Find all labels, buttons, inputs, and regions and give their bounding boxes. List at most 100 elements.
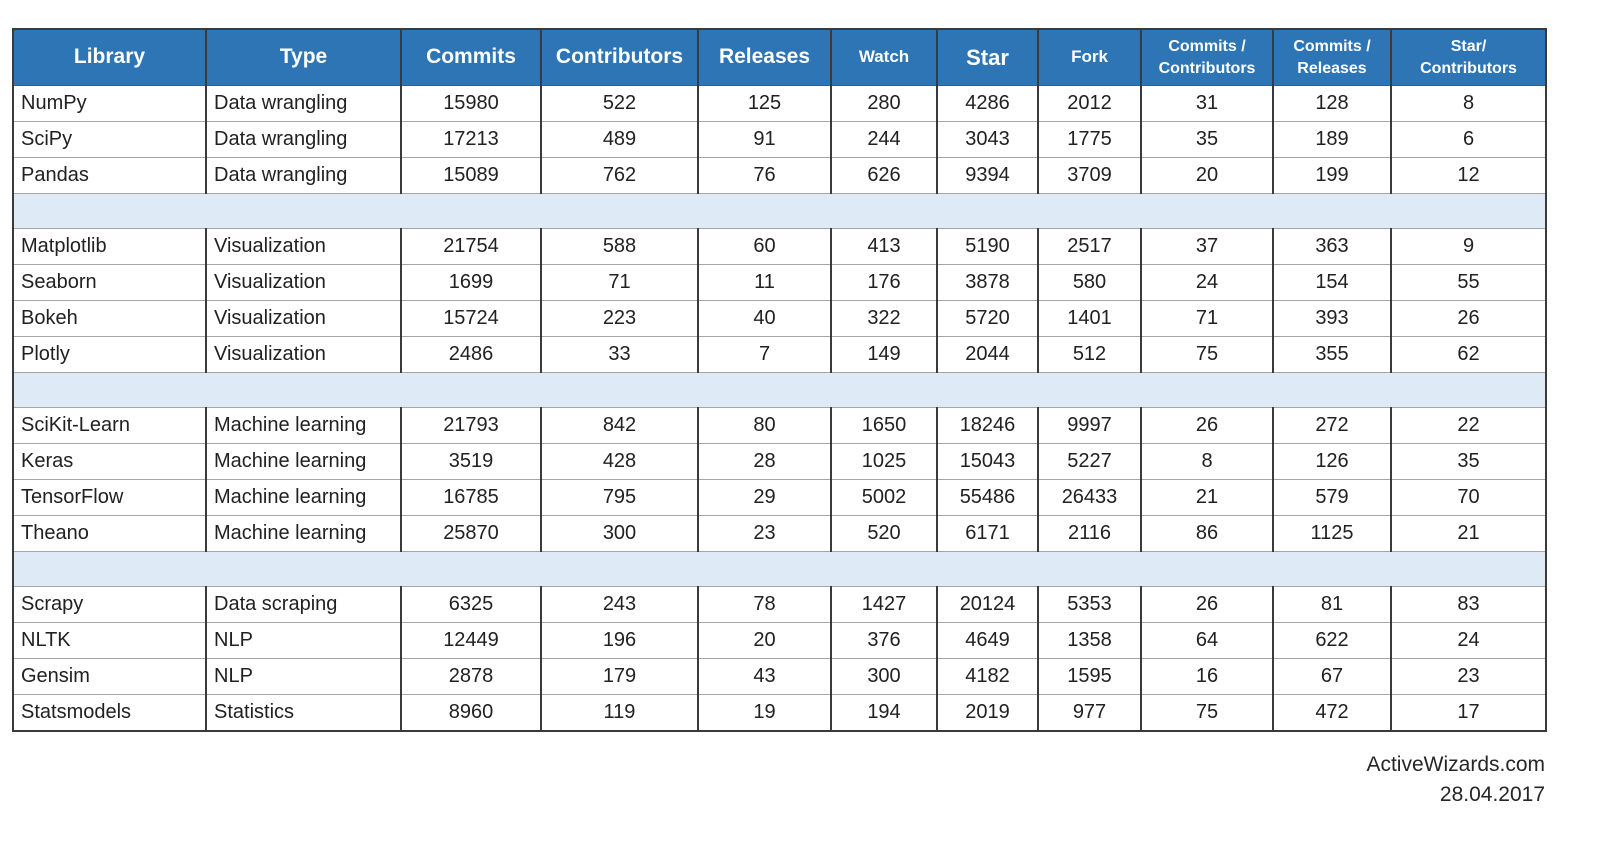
cell-contributors: 71: [540, 264, 698, 301]
cell-type: Visualization: [205, 336, 401, 373]
column-header-star: Star: [936, 29, 1038, 86]
cell-commits-per-contributors: 8: [1140, 443, 1273, 480]
cell-commits-per-contributors: 35: [1140, 121, 1273, 158]
cell-commits-per-contributors: 21: [1140, 479, 1273, 516]
cell-contributors: 179: [540, 658, 698, 695]
cell-type: Visualization: [205, 300, 401, 337]
cell-commits-per-releases: 128: [1272, 85, 1391, 122]
column-header-type: Type: [205, 29, 401, 86]
cell-fork: 9997: [1037, 407, 1141, 444]
column-header-commits: Commits: [400, 29, 541, 86]
cell-commits-per-releases: 579: [1272, 479, 1391, 516]
cell-star-per-contributors: 26: [1390, 300, 1546, 337]
cell-type: Visualization: [205, 228, 401, 265]
cell-releases: 7: [697, 336, 831, 373]
cell-releases: 125: [697, 85, 831, 122]
cell-type: NLP: [205, 658, 401, 695]
cell-contributors: 119: [540, 694, 698, 731]
cell-star: 18246: [936, 407, 1038, 444]
column-header-star-per-contributors: Star/ Contributors: [1390, 29, 1546, 86]
cell-star-per-contributors: 24: [1390, 622, 1546, 659]
cell-watch: 280: [830, 85, 937, 122]
cell-releases: 91: [697, 121, 831, 158]
cell-fork: 1401: [1037, 300, 1141, 337]
cell-commits-per-contributors: 71: [1140, 300, 1273, 337]
cell-type: Data wrangling: [205, 157, 401, 194]
cell-library: Bokeh: [13, 300, 206, 337]
cell-commits: 21754: [400, 228, 541, 265]
cell-commits: 15089: [400, 157, 541, 194]
cell-contributors: 842: [540, 407, 698, 444]
cell-commits: 2878: [400, 658, 541, 695]
cell-contributors: 588: [540, 228, 698, 265]
table-row: SciKit-Learn Machine learning 21793 842 80 16…: [13, 407, 1546, 444]
cell-star-per-contributors: 35: [1390, 443, 1546, 480]
column-header-contributors: Contributors: [540, 29, 698, 86]
cell-commits-per-releases: 67: [1272, 658, 1391, 695]
cell-library: Keras: [13, 443, 206, 480]
cell-star-per-contributors: 70: [1390, 479, 1546, 516]
section-spacer-cell: [13, 372, 1546, 408]
cell-releases: 78: [697, 586, 831, 623]
cell-library: Theano: [13, 515, 206, 552]
cell-library: Pandas: [13, 157, 206, 194]
cell-fork: 977: [1037, 694, 1141, 731]
cell-commits: 3519: [400, 443, 541, 480]
cell-commits: 8960: [400, 694, 541, 731]
cell-fork: 5227: [1037, 443, 1141, 480]
cell-type: Machine learning: [205, 407, 401, 444]
cell-watch: 322: [830, 300, 937, 337]
table-row: Matplotlib Visualization 21754 588 60 413 5190…: [13, 228, 1546, 265]
cell-contributors: 489: [540, 121, 698, 158]
cell-watch: 376: [830, 622, 937, 659]
cell-fork: 3709: [1037, 157, 1141, 194]
column-header-library: Library: [13, 29, 206, 86]
cell-fork: 1595: [1037, 658, 1141, 695]
cell-commits: 12449: [400, 622, 541, 659]
table-row: Seaborn Visualization 1699 71 11 176 3878 580 24…: [13, 264, 1546, 301]
cell-type: Data wrangling: [205, 85, 401, 122]
column-header-watch: Watch: [830, 29, 937, 86]
cell-releases: 28: [697, 443, 831, 480]
table-row: Theano Machine learning 25870 300 23 520 6171 2…: [13, 515, 1546, 552]
cell-type: Machine learning: [205, 515, 401, 552]
cell-fork: 2012: [1037, 85, 1141, 122]
cell-contributors: 522: [540, 85, 698, 122]
cell-commits-per-contributors: 75: [1140, 694, 1273, 731]
table-row: Plotly Visualization 2486 33 7 149 2044 512 75 35…: [13, 336, 1546, 373]
cell-star: 5720: [936, 300, 1038, 337]
cell-fork: 1775: [1037, 121, 1141, 158]
cell-star-per-contributors: 17: [1390, 694, 1546, 731]
cell-commits-per-contributors: 26: [1140, 586, 1273, 623]
table-row: TensorFlow Machine learning 16785 795 29 5002…: [13, 479, 1546, 516]
cell-commits-per-contributors: 26: [1140, 407, 1273, 444]
cell-watch: 1427: [830, 586, 937, 623]
cell-commits: 15724: [400, 300, 541, 337]
cell-commits-per-releases: 272: [1272, 407, 1391, 444]
cell-type: Machine learning: [205, 479, 401, 516]
table-row: Pandas Data wrangling 15089 762 76 626 9394 370…: [13, 157, 1546, 194]
cell-commits-per-contributors: 37: [1140, 228, 1273, 265]
cell-commits-per-releases: 189: [1272, 121, 1391, 158]
table-row: NLTK NLP 12449 196 20 376 4649 1358 64 622 24: [13, 622, 1546, 659]
cell-fork: 2116: [1037, 515, 1141, 552]
cell-commits-per-releases: 622: [1272, 622, 1391, 659]
cell-library: Gensim: [13, 658, 206, 695]
table-row: NumPy Data wrangling 15980 522 125 280 4286 201…: [13, 85, 1546, 122]
cell-library: NumPy: [13, 85, 206, 122]
cell-watch: 1025: [830, 443, 937, 480]
cell-star: 3878: [936, 264, 1038, 301]
cell-contributors: 762: [540, 157, 698, 194]
cell-watch: 5002: [830, 479, 937, 516]
cell-library: Scrapy: [13, 586, 206, 623]
cell-contributors: 33: [540, 336, 698, 373]
cell-commits-per-releases: 81: [1272, 586, 1391, 623]
cell-contributors: 243: [540, 586, 698, 623]
cell-releases: 76: [697, 157, 831, 194]
cell-commits-per-contributors: 75: [1140, 336, 1273, 373]
section-spacer-cell: [13, 551, 1546, 587]
cell-star: 20124: [936, 586, 1038, 623]
cell-star: 6171: [936, 515, 1038, 552]
attribution: ActiveWizards.com 28.04.2017: [1366, 750, 1545, 811]
cell-watch: 176: [830, 264, 937, 301]
